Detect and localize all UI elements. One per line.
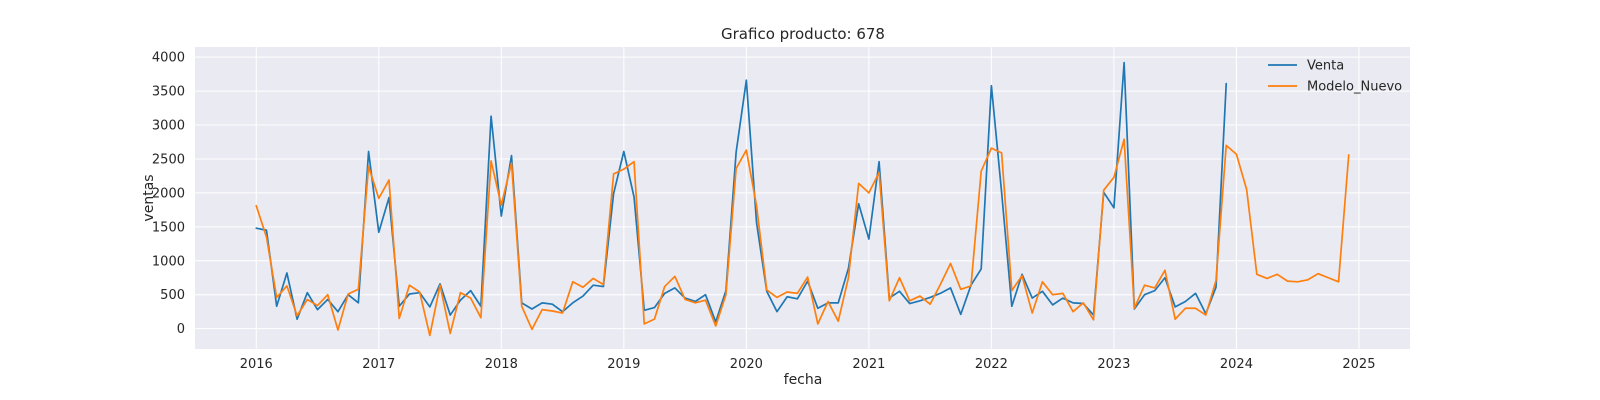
legend: Venta Modelo_Nuevo	[1268, 59, 1402, 95]
y-tick-label: 1500	[152, 220, 185, 235]
x-tick-label: 2022	[975, 357, 1008, 372]
y-tick-labels: 0 500 1000 1500 2000 2500 3000 3500 4000	[152, 51, 185, 337]
x-tick-label: 2018	[485, 357, 518, 372]
chart-title: Grafico producto: 678	[721, 25, 885, 43]
legend-label: Venta	[1307, 59, 1344, 74]
y-tick-label: 1000	[152, 254, 185, 269]
series-layer	[255, 61, 1350, 337]
x-tick-label: 2017	[362, 357, 395, 372]
x-tick-labels: 2016 2017 2018 2019 2020 2021 2022 2023 2024 2025	[240, 357, 1376, 372]
y-tick-label: 500	[160, 288, 185, 303]
x-tick-label: 2016	[240, 357, 273, 372]
series-line-venta	[255, 61, 1228, 323]
y-axis-label: ventas	[141, 174, 157, 221]
y-tick-label: 2000	[152, 186, 185, 201]
y-tick-label: 4000	[152, 51, 185, 66]
x-tick-label: 2020	[730, 357, 763, 372]
x-tick-label: 2023	[1097, 357, 1130, 372]
x-tick-label: 2019	[607, 357, 640, 372]
grid	[195, 47, 1410, 349]
y-tick-label: 3000	[152, 119, 185, 134]
y-tick-label: 2500	[152, 152, 185, 167]
y-tick-label: 3500	[152, 85, 185, 100]
series-line-modelo-nuevo	[255, 138, 1350, 337]
legend-label: Modelo_Nuevo	[1307, 80, 1402, 95]
plot-background	[195, 47, 1410, 349]
x-tick-label: 2021	[852, 357, 885, 372]
x-tick-label: 2024	[1220, 357, 1253, 372]
x-axis-label: fecha	[784, 372, 823, 388]
x-tick-label: 2025	[1342, 357, 1375, 372]
y-tick-label: 0	[177, 322, 185, 337]
